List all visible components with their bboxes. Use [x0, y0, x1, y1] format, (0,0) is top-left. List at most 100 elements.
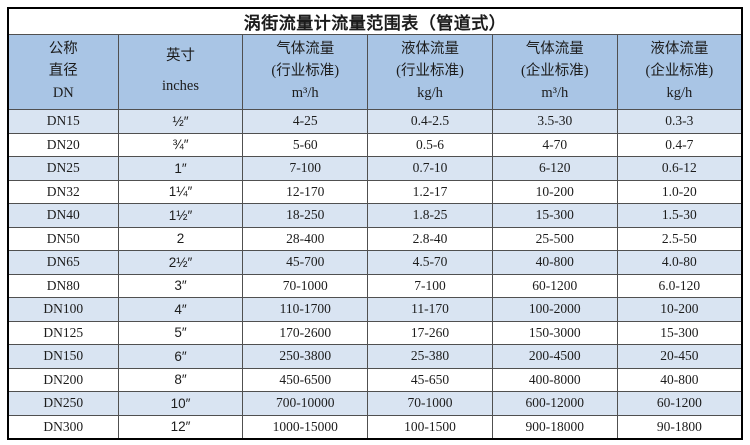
table-cell: 0.4-7: [616, 132, 743, 157]
table-cell: 70-1000: [242, 273, 369, 298]
column-header-line: 气体流量: [525, 41, 584, 58]
table-cell: 2: [117, 226, 244, 251]
column-header: 公称直径 DN: [7, 34, 119, 110]
table-row: DN25 1″ 7-100 0.7-10 6-120 0.6-12: [7, 156, 743, 181]
table-row: DN15 ½″ 4-25 0.4-2.5 3.5-30 0.3-3: [7, 109, 743, 134]
column-header-line: DN: [52, 85, 74, 102]
table-cell: DN32: [7, 179, 119, 204]
table-cell: 28-400: [242, 226, 369, 251]
table-cell: 1000-15000: [242, 414, 369, 439]
table-cell: 170-2600: [242, 320, 369, 345]
table-cell: DN300: [7, 414, 119, 439]
column-header-lines: 气体流量 (企业标准) m³/h: [493, 36, 616, 108]
column-header: 气体流量 (行业标准) m³/h: [242, 34, 369, 110]
table-cell: 100-2000: [491, 297, 618, 322]
column-header-lines: 液体流量 (企业标准) kg/h: [618, 36, 741, 108]
table-row: DN65 2½″ 45-700 4.5-70 40-800 4.0-80: [7, 250, 743, 275]
table-cell: 4.5-70: [367, 250, 493, 275]
table-cell: DN150: [7, 344, 119, 369]
table-cell: 1.5-30: [616, 203, 743, 228]
column-header-line: 直径: [48, 63, 78, 80]
table-row: DN250 10″ 700-10000 70-1000 600-12000 60-1200: [7, 391, 743, 416]
table-cell: 40-800: [491, 250, 618, 275]
column-header-line: (企业标准): [645, 63, 714, 80]
table-row: DN300 12″ 1000-15000 100-1500 900-18000 90-18…: [7, 414, 743, 439]
table-cell: 25-500: [491, 226, 618, 251]
column-header-line: (行业标准): [271, 63, 340, 80]
table-cell: DN250: [7, 391, 119, 416]
table-cell: 110-1700: [242, 297, 369, 322]
table-cell: 4-25: [242, 109, 369, 134]
table-cell: 18-250: [242, 203, 369, 228]
column-header-line: 液体流量: [401, 41, 459, 58]
table-cell: 600-12000: [491, 391, 618, 416]
table-cell: 1½″: [117, 203, 244, 228]
table-cell: 0.4-2.5: [367, 109, 493, 134]
table-cell: 12-170: [242, 179, 369, 204]
table-cell: 4″: [117, 297, 244, 322]
table-cell: 15-300: [491, 203, 618, 228]
table-cell: DN50: [7, 226, 119, 251]
table-row: DN150 6″ 250-3800 25-380 200-4500 20-450: [7, 344, 743, 369]
table-cell: 60-1200: [491, 273, 618, 298]
table-cell: 4.0-80: [616, 250, 743, 275]
table-cell: 20-450: [616, 344, 743, 369]
column-header-line: inches: [161, 77, 199, 94]
table-cell: 10-200: [491, 179, 618, 204]
column-header-line: 公称: [48, 41, 78, 58]
table-cell: 6″: [117, 344, 244, 369]
table-cell: ¾″: [117, 132, 244, 157]
table-cell: 8″: [117, 367, 244, 392]
table-cell: 25-380: [367, 344, 493, 369]
table-cell: 5-60: [242, 132, 369, 157]
table-row: DN200 8″ 450-6500 45-650 400-8000 40-800: [7, 367, 743, 392]
table-row: DN40 1½″ 18-250 1.8-25 15-300 1.5-30: [7, 203, 743, 228]
table-row: DN20 ¾″ 5-60 0.5-6 4-70 0.4-7: [7, 132, 743, 157]
table-cell: 45-650: [367, 367, 493, 392]
column-header: 气体流量 (企业标准) m³/h: [491, 34, 618, 110]
table-cell: DN125: [7, 320, 119, 345]
column-header-line: 液体流量: [650, 41, 709, 58]
column-header-line: m³/h: [541, 85, 569, 102]
column-header-lines: 公称直径 DN: [9, 36, 117, 108]
flow-range-table: 涡街流量计流量范围表（管道式） 公称 直径 DN 英寸 inches 气体流量 (行业标准)…: [7, 7, 743, 440]
table-cell: DN20: [7, 132, 119, 157]
table-cell: 5″: [117, 320, 244, 345]
table-cell: 4-70: [491, 132, 618, 157]
table-cell: 12″: [117, 414, 244, 439]
table-cell: 700-10000: [242, 391, 369, 416]
table-cell: 40-800: [616, 367, 743, 392]
column-header-line: (企业标准): [520, 63, 589, 80]
table-cell: 90-1800: [616, 414, 743, 439]
column-header-line: (行业标准): [396, 63, 464, 80]
table-cell: 17-260: [367, 320, 493, 345]
column-header-line: kg/h: [666, 85, 693, 102]
column-header-line: kg/h: [417, 85, 443, 102]
table-cell: 11-170: [367, 297, 493, 322]
column-header-lines: 液体流量 (行业标准) kg/h: [369, 36, 492, 108]
table-cell: DN200: [7, 367, 119, 392]
table-cell: 200-4500: [491, 344, 618, 369]
table-cell: DN15: [7, 109, 119, 134]
column-header: 英寸 inches: [117, 34, 244, 110]
title-row: 涡街流量计流量范围表（管道式）: [7, 7, 743, 35]
table-cell: 0.5-6: [367, 132, 493, 157]
column-header-lines: 气体流量 (行业标准) m³/h: [244, 36, 367, 108]
table-row: DN32 1¼″ 12-170 1.2-17 10-200 1.0-20: [7, 179, 743, 204]
table-row: DN125 5″ 170-2600 17-260 150-3000 15-300: [7, 320, 743, 345]
table-row: DN100 4″ 110-1700 11-170 100-2000 10-200: [7, 297, 743, 322]
table-cell: 70-1000: [367, 391, 493, 416]
table-cell: DN80: [7, 273, 119, 298]
table-cell: 1.0-20: [616, 179, 743, 204]
table-cell: 1.8-25: [367, 203, 493, 228]
table-row: DN80 3″ 70-1000 7-100 60-1200 6.0-120: [7, 273, 743, 298]
table-cell: 7-100: [242, 156, 369, 181]
table-cell: 1.2-17: [367, 179, 493, 204]
table-cell: 7-100: [367, 273, 493, 298]
table-cell: 250-3800: [242, 344, 369, 369]
table-cell: 2.8-40: [367, 226, 493, 251]
column-header-lines: 英寸 inches: [119, 36, 242, 108]
table-cell: 3.5-30: [491, 109, 618, 134]
table-cell: 10-200: [616, 297, 743, 322]
